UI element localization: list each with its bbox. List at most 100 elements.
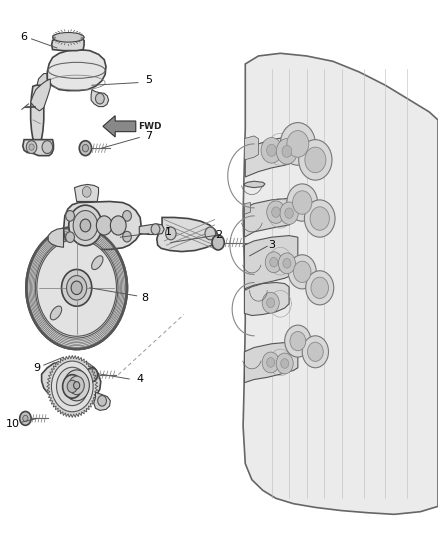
Polygon shape <box>64 201 141 249</box>
Polygon shape <box>31 85 44 141</box>
Circle shape <box>281 359 289 368</box>
Circle shape <box>285 208 293 219</box>
Circle shape <box>205 227 215 240</box>
Circle shape <box>299 140 332 180</box>
Circle shape <box>23 415 28 422</box>
Circle shape <box>307 342 323 361</box>
Circle shape <box>82 187 91 197</box>
Circle shape <box>166 227 176 240</box>
Text: 8: 8 <box>141 294 148 303</box>
Circle shape <box>67 380 78 393</box>
Text: 2: 2 <box>215 230 223 239</box>
Polygon shape <box>47 356 98 417</box>
Circle shape <box>302 336 328 368</box>
Polygon shape <box>31 79 50 111</box>
Circle shape <box>280 202 298 224</box>
Circle shape <box>98 395 106 406</box>
Polygon shape <box>244 181 265 188</box>
Text: 3: 3 <box>268 240 275 250</box>
Circle shape <box>110 216 126 235</box>
Circle shape <box>261 138 282 163</box>
Circle shape <box>276 353 293 374</box>
Circle shape <box>123 231 131 242</box>
Polygon shape <box>244 198 298 237</box>
Polygon shape <box>244 282 289 316</box>
Circle shape <box>61 269 92 306</box>
Circle shape <box>69 376 84 394</box>
Circle shape <box>262 292 279 313</box>
Circle shape <box>66 232 74 243</box>
Circle shape <box>279 253 295 274</box>
Circle shape <box>282 146 292 157</box>
Polygon shape <box>23 140 53 156</box>
Circle shape <box>270 257 278 267</box>
Circle shape <box>64 370 89 401</box>
Circle shape <box>82 144 88 152</box>
Circle shape <box>267 144 276 156</box>
Text: 7: 7 <box>145 131 152 141</box>
Circle shape <box>51 361 93 412</box>
Circle shape <box>265 252 282 273</box>
Circle shape <box>20 411 31 425</box>
Circle shape <box>74 382 80 389</box>
Circle shape <box>267 298 275 308</box>
Circle shape <box>293 191 312 214</box>
Circle shape <box>287 131 309 157</box>
Circle shape <box>272 207 280 217</box>
Polygon shape <box>74 184 99 201</box>
Polygon shape <box>157 217 218 252</box>
Polygon shape <box>244 236 298 289</box>
Circle shape <box>26 141 37 154</box>
Circle shape <box>267 358 275 367</box>
Circle shape <box>86 368 98 382</box>
Circle shape <box>287 184 318 221</box>
Polygon shape <box>243 53 438 514</box>
Circle shape <box>304 200 335 237</box>
Text: 4: 4 <box>137 375 144 384</box>
Polygon shape <box>244 342 298 383</box>
Polygon shape <box>139 224 164 235</box>
Circle shape <box>310 207 329 230</box>
Circle shape <box>80 219 91 232</box>
Circle shape <box>57 367 88 406</box>
Text: 1: 1 <box>165 227 172 237</box>
Circle shape <box>283 259 291 268</box>
Polygon shape <box>48 228 64 247</box>
Circle shape <box>71 281 82 295</box>
Polygon shape <box>244 203 251 214</box>
Circle shape <box>151 224 160 235</box>
Ellipse shape <box>92 256 103 270</box>
Circle shape <box>293 261 311 282</box>
Polygon shape <box>52 35 84 51</box>
Circle shape <box>290 332 306 351</box>
Circle shape <box>37 239 117 336</box>
Circle shape <box>63 375 82 398</box>
Polygon shape <box>37 74 47 90</box>
Circle shape <box>67 276 87 300</box>
Circle shape <box>66 211 74 221</box>
Circle shape <box>212 235 224 250</box>
Circle shape <box>280 123 315 165</box>
Polygon shape <box>244 136 258 160</box>
Ellipse shape <box>50 306 62 320</box>
Polygon shape <box>103 116 136 137</box>
Circle shape <box>96 216 112 235</box>
Circle shape <box>73 211 98 240</box>
Ellipse shape <box>53 33 84 42</box>
Text: 5: 5 <box>145 75 152 85</box>
Circle shape <box>267 201 285 223</box>
Polygon shape <box>94 392 110 410</box>
Circle shape <box>42 141 53 154</box>
Polygon shape <box>245 138 293 177</box>
Circle shape <box>288 255 316 289</box>
Circle shape <box>95 93 104 104</box>
Circle shape <box>262 352 279 373</box>
Text: 6: 6 <box>21 33 28 42</box>
Circle shape <box>26 227 127 349</box>
Polygon shape <box>91 90 109 107</box>
Polygon shape <box>47 50 106 91</box>
Text: FWD: FWD <box>138 122 162 131</box>
Circle shape <box>123 211 131 221</box>
Circle shape <box>311 277 328 298</box>
Text: 9: 9 <box>34 363 41 373</box>
